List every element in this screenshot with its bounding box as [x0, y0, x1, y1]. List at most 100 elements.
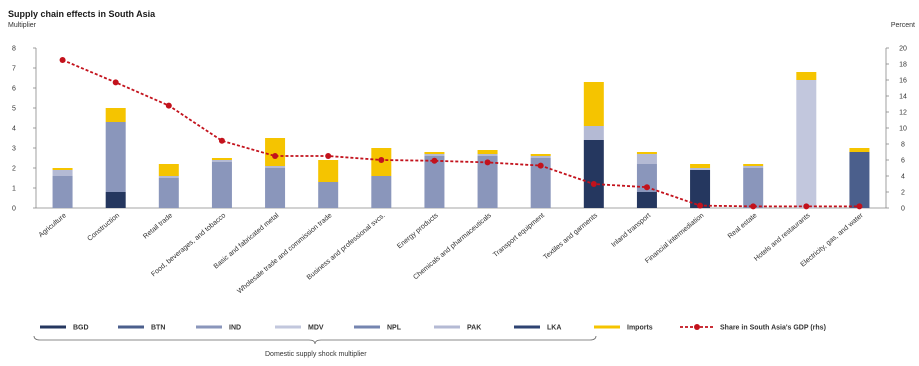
bar-segment-pak-8	[477, 154, 498, 156]
y-tick-left-label: 6	[12, 86, 16, 93]
gdp-share-point	[590, 181, 597, 187]
bar-segment-ind-5	[318, 182, 339, 208]
bar-segment-pak-13	[743, 166, 764, 168]
y-tick-right-label: 20	[899, 46, 907, 53]
legend-label-npl: NPL	[387, 325, 402, 332]
bar-segment-bgd-12	[690, 170, 711, 208]
legend-label-imports: Imports	[627, 325, 653, 332]
y-tick-right-label: 8	[901, 142, 905, 149]
gdp-share-point	[484, 159, 491, 166]
x-tick-label: Real estate	[727, 212, 759, 240]
bar-segment-ind-1	[105, 122, 126, 192]
y-tick-left-label: 1	[12, 186, 16, 193]
gdp-share-point	[378, 157, 385, 163]
bar-segment-ind-11	[636, 164, 657, 192]
bar-segment-ind-7	[424, 156, 445, 208]
bar-segment-imports-9	[530, 154, 551, 156]
gdp-share-point	[59, 57, 66, 63]
bar-segment-pak-9	[530, 156, 551, 158]
bar-segment-pak-4	[265, 166, 286, 168]
y-tick-right-label: 16	[899, 78, 907, 85]
bar-segment-mdv-14	[796, 80, 817, 208]
legend-label-mdv: MDV	[308, 325, 324, 332]
legend-label-ind: IND	[229, 325, 241, 332]
y-tick-right-label: 18	[899, 62, 907, 69]
bar-segment-ind-13	[743, 168, 764, 208]
gdp-share-point	[112, 79, 119, 86]
y-tick-right-label: 4	[901, 174, 905, 181]
bar-segment-pak-7	[424, 154, 445, 156]
bar-segment-ind-3	[211, 162, 232, 208]
bar-segment-btn-15	[849, 152, 870, 208]
bar-segment-ind-0	[52, 176, 73, 208]
bar-segment-imports-11	[636, 152, 657, 154]
y-tick-left-label: 2	[12, 166, 16, 173]
x-tick-label: Electricity, gas, and water	[800, 212, 866, 269]
gdp-share-point	[431, 157, 438, 164]
x-tick-label: Construction	[86, 212, 121, 243]
y-tick-left-label: 5	[12, 106, 16, 113]
legend-group-label: Domestic supply shock multiplier	[265, 351, 367, 358]
bar-segment-pak-12	[690, 168, 711, 170]
y-axis-label-left: Multiplier	[8, 22, 37, 29]
gdp-share-point	[643, 184, 650, 191]
x-tick-label: Textiles and garments	[542, 212, 599, 261]
y-tick-right-label: 6	[901, 158, 905, 165]
x-tick-label: Hotels and restaurants	[753, 212, 812, 263]
y-tick-left-label: 8	[12, 46, 16, 53]
y-tick-right-label: 0	[901, 206, 905, 213]
x-tick-label: Retail trade	[142, 212, 174, 240]
bar-segment-ind-9	[530, 158, 551, 208]
bar-segment-imports-12	[690, 164, 711, 168]
gdp-share-point	[537, 162, 544, 169]
bar-segment-pak-11	[636, 154, 657, 164]
gdp-share-point	[856, 203, 863, 210]
legend-label-gdp-share: Share in South Asia's GDP (rhs)	[720, 325, 826, 332]
y-tick-right-label: 2	[901, 190, 905, 197]
y-axis-label-right: Percent	[891, 22, 915, 29]
bar-segment-imports-8	[477, 150, 498, 154]
x-tick-label: Inland transport	[610, 212, 652, 249]
y-tick-right-label: 12	[899, 110, 907, 117]
bar-segment-bgd-1	[105, 192, 126, 208]
legend-label-pak: PAK	[467, 325, 481, 332]
bar-segment-ind-6	[371, 176, 392, 208]
bar-segment-imports-5	[318, 160, 339, 182]
bar-segment-imports-2	[158, 164, 179, 176]
y-tick-left-label: 3	[12, 146, 16, 153]
y-tick-left-label: 0	[12, 206, 16, 213]
gdp-share-point	[803, 203, 810, 210]
legend-label-lka: LKA	[547, 325, 561, 332]
bar-segment-imports-1	[105, 108, 126, 122]
x-tick-label: Energy products	[396, 212, 440, 250]
gdp-share-line	[62, 59, 860, 208]
y-tick-right-label: 14	[899, 94, 907, 101]
gdp-share-point	[272, 153, 279, 159]
bar-segment-imports-15	[849, 148, 870, 152]
legend-marker-gdp-share	[694, 324, 700, 330]
gdp-share-point	[325, 153, 332, 159]
y-tick-left-label: 7	[12, 66, 16, 73]
x-tick-label: Agriculture	[38, 212, 68, 239]
bar-segment-bgd-10	[583, 140, 604, 208]
bar-segment-imports-4	[265, 138, 286, 166]
x-tick-label: Financial intermediation	[644, 212, 705, 265]
bar-segment-pak-10	[583, 126, 604, 140]
bar-segment-bgd-11	[636, 192, 657, 208]
bar-segment-pak-2	[158, 176, 179, 178]
bar-segment-imports-7	[424, 152, 445, 154]
x-tick-label: Wholesale trade and commission trade	[236, 212, 333, 295]
bar-segment-pak-0	[52, 170, 73, 176]
x-tick-label: Transport equipment	[492, 212, 546, 259]
gdp-share-point	[750, 203, 757, 210]
bar-segment-pak-3	[211, 160, 232, 162]
bar-segment-ind-8	[477, 156, 498, 208]
bar-segment-imports-3	[211, 158, 232, 160]
legend-brace	[33, 335, 597, 345]
bar-segment-imports-14	[796, 72, 817, 80]
gdp-share-point	[218, 137, 225, 144]
bar-segment-imports-13	[743, 164, 764, 166]
chart-title: Supply chain effects in South Asia	[8, 9, 156, 19]
